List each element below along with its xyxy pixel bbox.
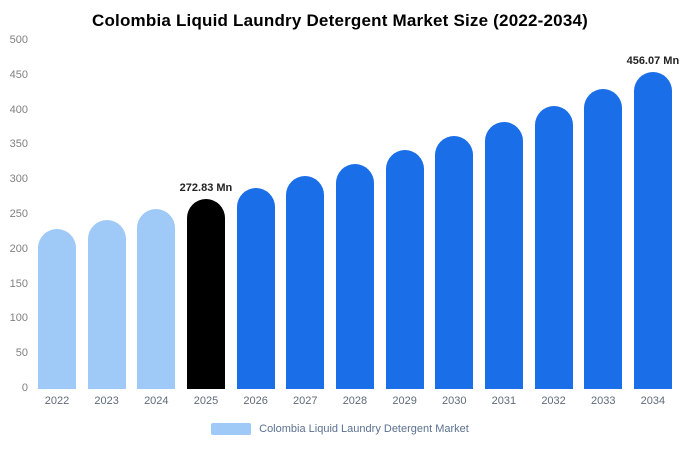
bar-column-2031 — [484, 41, 523, 389]
y-tick-label: 150 — [9, 277, 28, 290]
bar-2026 — [236, 187, 275, 389]
x-tick-label: 2031 — [491, 395, 517, 407]
legend: Colombia Liquid Laundry Detergent Market — [0, 423, 680, 435]
y-tick-label: 500 — [9, 34, 28, 46]
x-tick-label: 2024 — [144, 395, 169, 407]
bar-value-label: 456.07 Mn — [626, 54, 680, 67]
x-tick-label: 2029 — [392, 395, 417, 407]
bar-column-2030 — [435, 41, 474, 389]
legend-swatch — [211, 423, 252, 435]
x-tick-label: 2034 — [640, 395, 666, 407]
bar-2031 — [484, 121, 523, 389]
bar-2030 — [435, 136, 474, 389]
bar-2023 — [87, 219, 126, 389]
y-tick-label: 50 — [15, 347, 28, 360]
bar-2025 — [186, 199, 225, 389]
bar-column-2022 — [38, 41, 76, 389]
bar-column-2033 — [584, 41, 623, 389]
bar-column-2029 — [385, 41, 424, 389]
x-tick-label: 2033 — [590, 395, 616, 407]
y-tick-label: 100 — [9, 312, 28, 325]
x-tick-label: 2023 — [94, 395, 119, 407]
bar-value-label: 272.83 Mn — [179, 182, 233, 195]
x-tick-label: 2026 — [243, 395, 268, 407]
x-axis-labels: 2022 2023 2024 2025 2026 2027 2028 2029 2030 2031… — [38, 395, 672, 407]
bar-2034 — [633, 71, 672, 389]
x-tick-label: 2032 — [541, 395, 566, 407]
x-tick-label: 2027 — [293, 395, 318, 407]
y-tick-label: 400 — [9, 103, 28, 116]
bar-2033 — [584, 89, 623, 389]
bar-2027 — [286, 176, 325, 389]
y-axis: 0 50 100 150 200 250 300 350 400 450 500 — [0, 34, 32, 394]
bar-column-2025: 272.83 Mn — [180, 41, 232, 389]
chart-title: Colombia Liquid Laundry Detergent Market… — [91, 11, 589, 30]
bar-column-2024 — [137, 41, 176, 389]
plot-area: 0 50 100 150 200 250 300 350 400 450 500 272.83 Mn… — [10, 34, 680, 394]
bar-2028 — [335, 163, 374, 389]
bars: 272.83 Mn 456.07 Mn — [38, 41, 679, 389]
bar-column-2026 — [236, 41, 275, 389]
bar-2024 — [137, 209, 176, 389]
x-tick-label: 2025 — [193, 395, 219, 407]
bar-column-2034: 456.07 Mn — [627, 41, 679, 389]
y-tick-label: 200 — [9, 242, 28, 255]
y-tick-label: 0 — [21, 382, 28, 394]
bar-column-2023 — [87, 41, 126, 389]
x-tick-label: 2028 — [342, 395, 368, 407]
bar-column-2028 — [335, 41, 374, 389]
y-tick-label: 300 — [9, 173, 28, 186]
y-tick-label: 450 — [9, 68, 28, 81]
bar-2029 — [385, 150, 424, 389]
bar-2032 — [534, 105, 573, 389]
legend-label: Colombia Liquid Laundry Detergent Market — [259, 423, 469, 435]
y-tick-label: 250 — [9, 208, 28, 220]
bar-2022 — [38, 228, 76, 389]
bar-column-2032 — [534, 41, 573, 389]
x-tick-label: 2022 — [44, 395, 70, 407]
y-tick-label: 350 — [9, 138, 28, 151]
bar-column-2027 — [286, 41, 325, 389]
x-tick-label: 2030 — [442, 395, 467, 407]
